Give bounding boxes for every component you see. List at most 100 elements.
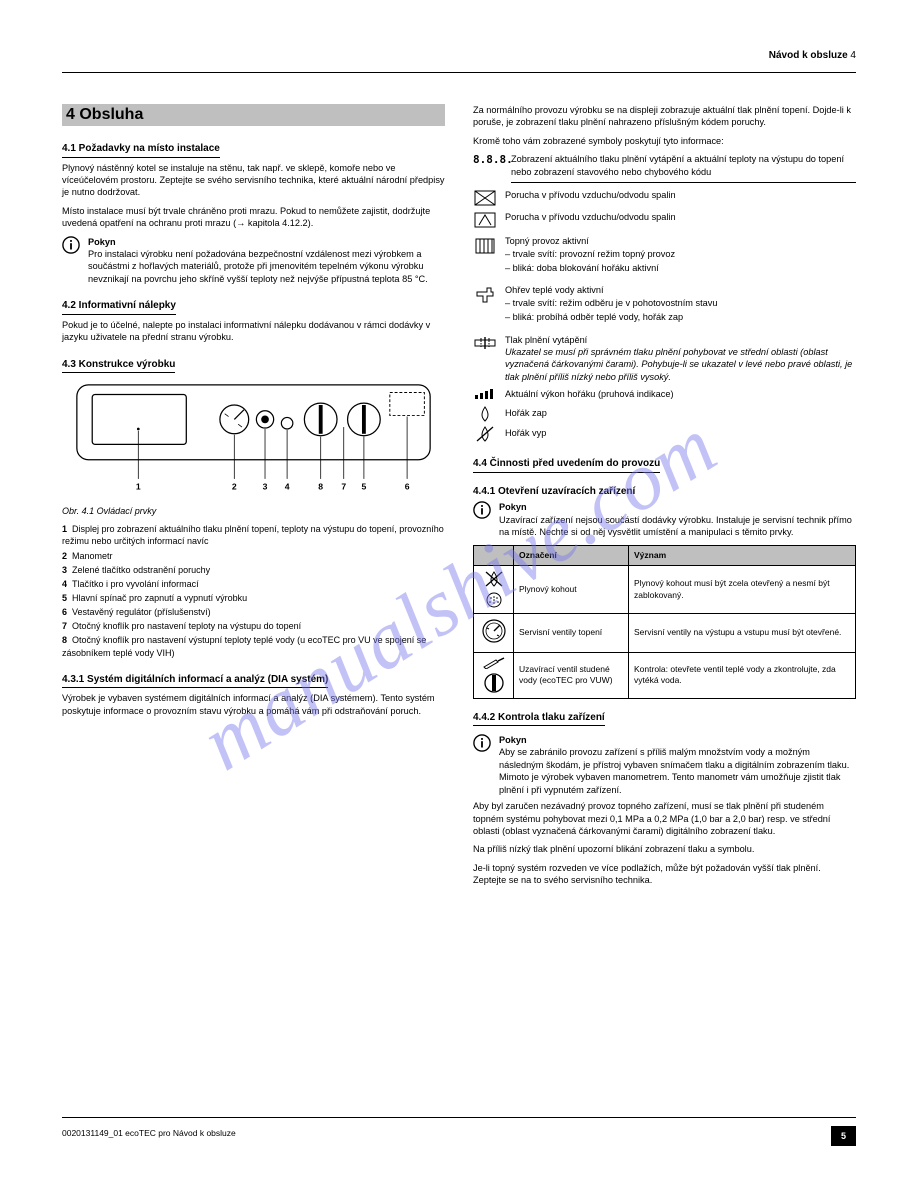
svg-text:2: 2: [232, 482, 237, 492]
info-icon: [62, 236, 80, 254]
note-442-h: Pokyn: [499, 734, 856, 746]
note-4-1-h: Pokyn: [88, 236, 445, 248]
bon-h: Hořák zap: [505, 405, 856, 423]
left-column: 4 Obsluha 4.1 Požadavky na místo instala…: [62, 104, 445, 893]
control-panel-diagram: 1 2 3 4 8 7 5 6: [62, 381, 445, 501]
screwdriver-icon: [482, 657, 506, 669]
indicator-row-bon: Hořák zap: [473, 405, 856, 423]
table-row: Servisní ventily topení Servisní ventily…: [474, 614, 856, 652]
power-h: Aktuální výkon hořáku (pruhová indikace): [505, 387, 856, 401]
legend-7: 7 Otočný knoflík pro nastavení teploty n…: [62, 620, 445, 632]
legend-4: 4 Tlačítko i pro vyvolání informací: [62, 578, 445, 590]
p-4-4-2-1: Aby byl zaručen nezávadný provoz topného…: [473, 800, 856, 837]
tap-icon: [473, 284, 497, 306]
indicator-888-text: Zobrazení aktuálního tlaku plnění vytápě…: [511, 153, 856, 183]
p-4-3-1: Výrobek je vybaven systémem digitálních …: [62, 692, 445, 717]
stopcock-icon-cell: [474, 652, 514, 698]
h-4-3-1: 4.3.1 Systém digitálních informací a ana…: [62, 673, 328, 689]
note-441-b: Uzavírací zařízení nejsou součástí dodáv…: [499, 514, 856, 539]
pressure-bar-icon: [473, 334, 497, 352]
svg-text:7: 7: [341, 482, 346, 492]
cw-mean: Kontrola: otevřete ventil teplé vody a z…: [629, 652, 856, 698]
columns: 4 Obsluha 4.1 Požadavky na místo instala…: [62, 104, 856, 893]
p-4-1-1: Plynový nástěnný kotel se instaluje na s…: [62, 162, 445, 199]
table-head-row: Označení Význam: [474, 545, 856, 565]
th-icon: [474, 545, 514, 565]
p-4-4-2-3: Je-li topný systém rozveden ve více podl…: [473, 862, 856, 887]
legend: 1 Displej pro zobrazení aktuálního tlaku…: [62, 523, 445, 658]
right-column: Za normálního provozu výrobku se na disp…: [473, 104, 856, 893]
heat-h: Topný provoz aktivní: [505, 235, 856, 247]
fig-4-1-label: Obr. 4.1 Ovládací prvky: [62, 505, 445, 517]
legend-3: 3 Zelené tlačítko odstranění poruchy: [62, 564, 445, 576]
flame-off-icon: [473, 425, 497, 443]
legend-6: 6 Vestavěný regulátor (příslušenství): [62, 606, 445, 618]
h-4-4: 4.4 Činnosti před uvedením do provozu: [473, 457, 660, 473]
legend-5: 5 Hlavní spínač pro zapnutí a vypnutí vý…: [62, 592, 445, 604]
top-rule: [62, 72, 856, 73]
heat-lines: trvale svítí: provozní režim topný provo…: [505, 248, 856, 275]
radiator-icon: [473, 235, 497, 257]
aw1-text: Porucha v přívodu vzduchu/odvodu spalin: [505, 189, 856, 207]
legend-2: 2 Manometr: [62, 550, 445, 562]
legend-1: 1 Displej pro zobrazení aktuálního tlaku…: [62, 523, 445, 547]
footer-rule: [62, 1117, 856, 1118]
indicator-row-aw2: Porucha v přívodu vzduchu/odvodu spalin: [473, 211, 856, 229]
indicator-row-888: 8.8.8. Zobrazení aktuálního tlaku plnění…: [473, 153, 856, 183]
indicator-row-aw1: Porucha v přívodu vzduchu/odvodu spalin: [473, 189, 856, 207]
airway-fault-icon: [473, 189, 497, 207]
h-4-3: 4.3 Konstrukce výrobku: [62, 358, 175, 374]
manometer-icon-cell: [474, 614, 514, 652]
svg-text:6: 6: [405, 482, 410, 492]
indicator-row-press: Tlak plnění vytápění Ukazatel se musí př…: [473, 334, 856, 384]
svg-text:5: 5: [362, 482, 367, 492]
gascock-icons: [474, 566, 514, 614]
page-number: 5: [831, 1126, 856, 1146]
cw-label: Uzavírací ventil studené vody (ecoTEC pr…: [514, 652, 629, 698]
note-4-1: Pokyn Pro instalaci výrobku není požadov…: [62, 236, 445, 286]
press-l: Ukazatel se musí při správném tlaku plně…: [505, 346, 856, 383]
section-4-title-bar: 4 Obsluha: [62, 104, 445, 126]
svg-text:8: 8: [318, 482, 323, 492]
p-4-1-2: Místo instalace musí být trvale chráněno…: [62, 205, 445, 230]
note-442-b: Aby se zabránilo provozu zařízení s příl…: [499, 746, 856, 796]
flame-on-icon: [473, 405, 497, 423]
table-row: Plynový kohout Plynový kohout musí být z…: [474, 566, 856, 614]
indicator-row-dhw: Ohřev teplé vody aktivní trvale svítí: r…: [473, 284, 856, 329]
display-888-icon: 8.8.8.: [473, 153, 503, 183]
svg-text:1: 1: [136, 482, 141, 492]
th-mean: Význam: [629, 545, 856, 565]
info-icon: [473, 734, 491, 752]
indicator-row-boff: Hořák vyp: [473, 425, 856, 443]
h-4-4-2: 4.4.2 Kontrola tlaku zařízení: [473, 711, 605, 727]
gascock-label: Plynový kohout: [514, 566, 629, 614]
fittings-table: Označení Význam Plynový kohout Plynový k…: [473, 545, 856, 699]
indicator-row-power: Aktuální výkon hořáku (pruhová indikace): [473, 387, 856, 401]
h-4-1: 4.1 Požadavky na místo instalace: [62, 142, 220, 158]
flame-cross-icon: [483, 570, 505, 588]
servicevalve-label: Servisní ventily topení: [514, 614, 629, 652]
shower-head-icon: [483, 591, 505, 609]
page: Návod k obsluze 4 4 Obsluha 4.1 Požadavk…: [0, 0, 918, 1188]
r-p2: Kromě toho vám zobrazené symboly poskytu…: [473, 135, 856, 147]
manometer-icon: [481, 618, 507, 644]
note-4-1-b: Pro instalaci výrobku není požadována be…: [88, 248, 445, 285]
legend-8: 8 Otočný knoflík pro nastavení výstupní …: [62, 634, 445, 658]
svg-text:4: 4: [285, 482, 290, 492]
boff-h: Hořák vyp: [505, 425, 856, 443]
h-4-4-1: 4.4.1 Otevření uzavíracích zařízení: [473, 485, 856, 499]
note-4-4-2: Pokyn Aby se zabránilo provozu zařízení …: [473, 734, 856, 796]
aw2-text: Porucha v přívodu vzduchu/odvodu spalin: [505, 211, 856, 229]
bar-indicator-icon: [473, 387, 497, 401]
table-row: Uzavírací ventil studené vody (ecoTEC pr…: [474, 652, 856, 698]
footer-left: 0020131149_01 ecoTEC pro Návod k obsluze: [62, 1128, 236, 1138]
header-right: Návod k obsluze 4: [769, 50, 856, 61]
dhw-lines: trvale svítí: režim odběru je v pohotovo…: [505, 297, 856, 324]
dhw-h: Ohřev teplé vody aktivní: [505, 284, 856, 296]
svg-text:3: 3: [263, 482, 268, 492]
p-4-2: Pokud je to účelné, nalepte po instalaci…: [62, 319, 445, 344]
gascock-mean: Plynový kohout musí být zcela otevřený a…: [629, 566, 856, 614]
indicator-row-heat: Topný provoz aktivní trvale svítí: provo…: [473, 235, 856, 280]
note-441-h: Pokyn: [499, 501, 856, 513]
note-4-4-1: Pokyn Uzavírací zařízení nejsou součástí…: [473, 501, 856, 538]
